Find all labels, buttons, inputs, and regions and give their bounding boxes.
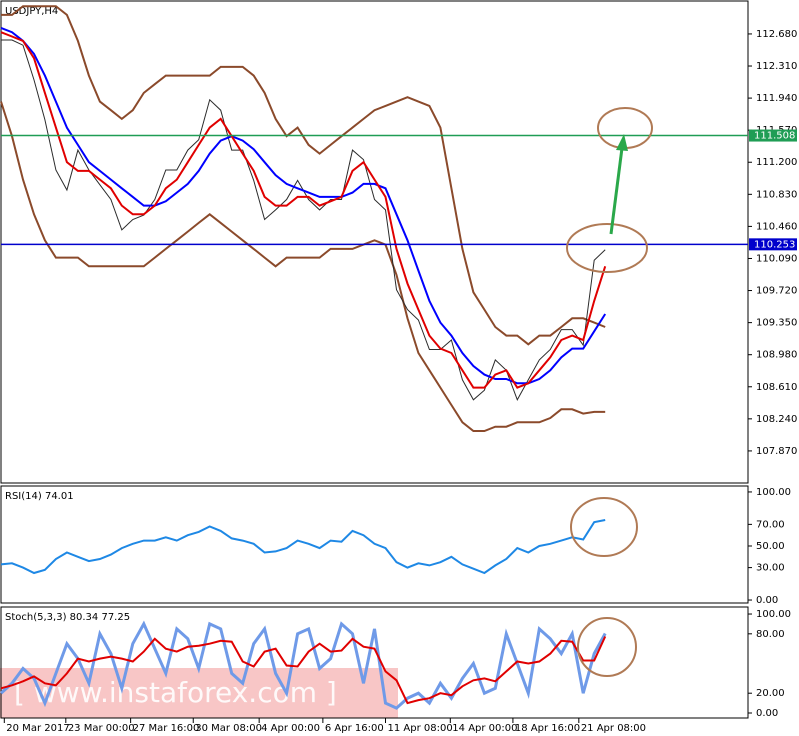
y-tick-label: 110.830 [756, 189, 797, 200]
y-tick-label: 30.00 [756, 563, 785, 574]
y-tick-label: 107.870 [756, 446, 797, 457]
x-tick-label: 20 Mar 2017 [6, 723, 69, 734]
y-tick-label: 0.00 [756, 708, 778, 719]
y-tick-label: 111.200 [756, 157, 797, 168]
y-tick-label: 108.240 [756, 414, 797, 425]
panel-frame [0, 606, 749, 719]
watermark-box [0, 668, 398, 718]
x-tick-label: 14 Apr 00:00 [452, 723, 517, 734]
y-tick-label: 110.460 [756, 221, 797, 232]
y-tick-label: 108.610 [756, 382, 797, 393]
x-tick-label: 30 Mar 08:00 [195, 723, 262, 734]
price-circle [566, 223, 648, 273]
x-tick-label: 4 Apr 00:00 [261, 723, 320, 734]
x-tick-label: 11 Apr 08:00 [387, 723, 452, 734]
y-tick-label: 50.00 [756, 541, 785, 552]
y-tick-label: 100.00 [756, 609, 791, 620]
rsi-circle [570, 497, 638, 557]
y-tick-label: 100.00 [756, 487, 791, 498]
y-tick-label: 0.00 [756, 595, 778, 606]
series-line [0, 636, 607, 705]
y-tick-label: 80.00 [756, 629, 785, 640]
level-label-box [749, 238, 797, 251]
y-tick-label: 70.00 [756, 519, 785, 530]
panel-title: RSI(14) 74.01 [5, 491, 74, 502]
annotations [566, 107, 653, 677]
y-tick-label: 20.00 [756, 688, 785, 699]
level-label: 110.253 [754, 239, 795, 250]
series-line [0, 26, 607, 385]
y-tick-label: 109.720 [756, 286, 797, 297]
series-line [0, 31, 607, 389]
arrow-head [616, 134, 628, 151]
watermark: [ www.instaforex.com ] [14, 676, 337, 709]
x-tick-label: 27 Mar 16:00 [133, 723, 200, 734]
panel-frame [0, 0, 749, 484]
y-tick-label: 110.090 [756, 253, 797, 264]
stoch-circle [577, 617, 637, 677]
x-tick-label: 6 Apr 16:00 [325, 723, 384, 734]
series-line [0, 620, 607, 710]
x-tick-label: 21 Apr 08:00 [581, 723, 646, 734]
y-tick-label: 112.680 [756, 29, 797, 40]
y-tick-label: 109.350 [756, 318, 797, 329]
panel-title: Stoch(5,3,3) 80.34 77.25 [5, 612, 130, 623]
series-line [0, 519, 606, 575]
panel-frame [0, 485, 749, 604]
y-tick-label: 112.310 [756, 61, 797, 72]
y-tick-label: 108.980 [756, 350, 797, 361]
arrow-shaft [609, 147, 624, 235]
y-tick-label: 111.940 [756, 93, 797, 104]
panel-title: USDJPY,H4 [5, 6, 58, 17]
series-line [0, 101, 606, 432]
level-label: 111.508 [754, 131, 795, 142]
level-label-box [749, 129, 797, 142]
x-tick-label: 23 Mar 00:00 [68, 723, 135, 734]
x-tick-label: 18 Apr 16:00 [515, 723, 580, 734]
